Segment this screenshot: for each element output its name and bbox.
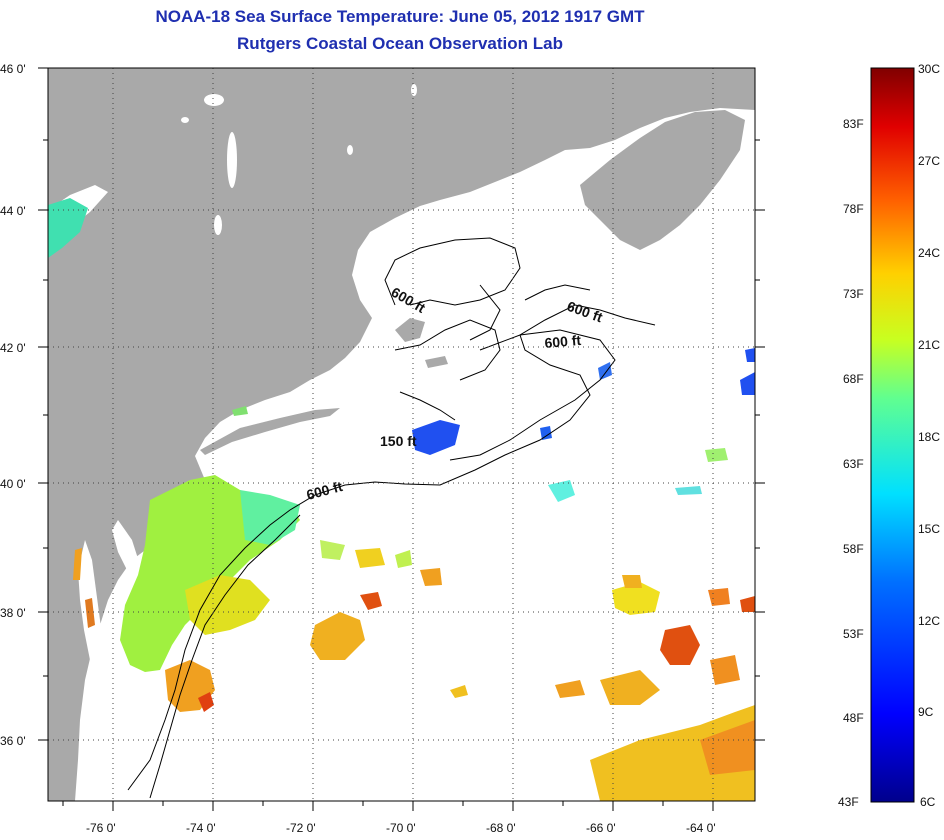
colorbar-gradient <box>870 67 915 803</box>
sst-data-layer <box>48 198 755 801</box>
colorbar-fahrenheit-label: 68F <box>843 372 864 386</box>
lake <box>411 84 417 96</box>
colorbar-celsius-label: 9C <box>918 705 934 719</box>
map-title: NOAA-18 Sea Surface Temperature: June 05… <box>155 7 645 26</box>
lon-tick-label: -76 0' <box>86 821 116 835</box>
lat-tick-label: 42 0' <box>0 341 26 355</box>
colorbar-fahrenheit-label: 43F <box>838 795 859 809</box>
graticule-grid <box>48 68 755 801</box>
lat-tick-label: 46 0' <box>0 62 26 76</box>
colorbar-celsius-label: 21C <box>918 338 940 352</box>
lat-tick-label: 40 0' <box>0 477 26 491</box>
colorbar-fahrenheit-label: 48F <box>843 711 864 725</box>
lon-tick-label: -72 0' <box>286 821 316 835</box>
lat-tick-label: 44 0' <box>0 204 26 218</box>
colorbar-fahrenheit-label: 73F <box>843 287 864 301</box>
temperature-colorbar: 30C 27C 24C 21C 18C 15C 12C 9C 6C 83F 78… <box>838 62 940 809</box>
lon-tick-label: -70 0' <box>386 821 416 835</box>
colorbar-celsius-label: 18C <box>918 430 940 444</box>
isobath-label-600ft: 600 ft <box>544 332 582 351</box>
lon-tick-label: -64 0' <box>686 821 716 835</box>
land-long-island <box>200 408 340 455</box>
lon-tick-label: -66 0' <box>586 821 616 835</box>
colorbar-fahrenheit-label: 58F <box>843 542 864 556</box>
colorbar-celsius-label: 24C <box>918 246 940 260</box>
land-cape-cod <box>395 318 425 342</box>
land-nantucket <box>425 356 448 368</box>
lake <box>214 215 222 235</box>
colorbar-fahrenheit-label: 63F <box>843 457 864 471</box>
colorbar-celsius-label: 30C <box>918 62 940 76</box>
colorbar-fahrenheit-label: 78F <box>843 202 864 216</box>
colorbar-celsius-label: 27C <box>918 154 940 168</box>
map-frame <box>47 67 756 802</box>
lon-tick-label: -68 0' <box>486 821 516 835</box>
colorbar-fahrenheit-label: 53F <box>843 627 864 641</box>
map-subtitle: Rutgers Coastal Ocean Observation Lab <box>237 34 563 53</box>
land-nova-scotia <box>580 110 745 250</box>
isobath-label-150ft: 150 ft <box>380 433 417 449</box>
isobath-contours <box>127 237 656 799</box>
lake <box>347 145 353 155</box>
colorbar-celsius-label: 15C <box>918 522 940 536</box>
lake-champlain <box>227 132 237 188</box>
colorbar-fahrenheit-label: 83F <box>843 117 864 131</box>
lat-tick-label: 38 0' <box>0 606 26 620</box>
colorbar-celsius-label: 12C <box>918 614 940 628</box>
lat-tick-label: 36 0' <box>0 734 26 748</box>
lake <box>204 94 224 106</box>
lon-tick-label: -74 0' <box>186 821 216 835</box>
axis-ticks <box>38 67 765 811</box>
land-mainland <box>48 68 755 801</box>
delaware-bay <box>112 520 140 572</box>
lake <box>181 117 189 123</box>
colorbar-celsius-label: 6C <box>920 795 936 809</box>
